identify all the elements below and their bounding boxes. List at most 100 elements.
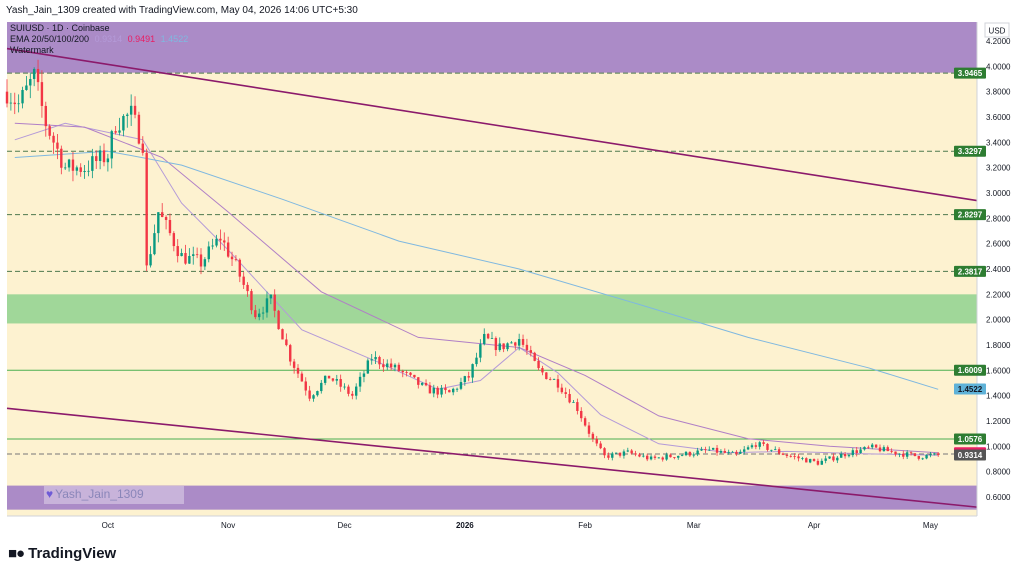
candle-body <box>219 238 222 241</box>
candle-21 <box>87 160 90 177</box>
candle-body <box>401 370 404 373</box>
candle-195 <box>762 440 765 447</box>
candle-88 <box>347 384 350 397</box>
candle-232 <box>905 450 909 459</box>
candle-177 <box>692 452 695 458</box>
candle-body <box>153 233 156 255</box>
candle-body <box>777 449 781 454</box>
candle-body <box>878 447 882 452</box>
trendline-1 <box>6 407 978 508</box>
candle-162 <box>634 450 637 457</box>
candle-40 <box>161 203 164 218</box>
candle-body <box>793 456 796 457</box>
candle-body <box>898 453 901 455</box>
candle-body <box>316 391 319 396</box>
y-tick-label: 3.2000 <box>986 164 1011 173</box>
candle-7 <box>32 67 36 87</box>
candle-body <box>110 131 113 159</box>
candle-body <box>335 379 338 381</box>
candle-body <box>564 392 567 394</box>
candle-body <box>657 457 661 459</box>
ema-line-0 <box>14 122 939 456</box>
candle-body <box>180 253 183 257</box>
candle-93 <box>366 358 370 374</box>
price-badge-4: 1.6009 <box>954 364 986 376</box>
price-badge-3: 2.3817 <box>954 265 986 277</box>
candle-229 <box>894 451 897 457</box>
candle-24 <box>98 145 102 170</box>
candle-body <box>238 259 241 277</box>
candle-body <box>436 387 439 395</box>
candle-body <box>192 254 195 256</box>
candle-30 <box>122 114 125 137</box>
candle-106 <box>417 377 420 389</box>
candle-body <box>781 453 785 455</box>
candle-body <box>913 453 917 457</box>
candle-body <box>428 385 432 394</box>
candle-187 <box>731 450 734 453</box>
candle-body <box>292 361 296 368</box>
candle-body <box>743 449 746 452</box>
candle-238 <box>929 452 932 458</box>
candle-67 <box>265 291 269 318</box>
zone-1 <box>7 294 977 324</box>
candle-body <box>882 447 886 452</box>
candle-225 <box>878 444 882 453</box>
y-tick-label: 2.6000 <box>986 240 1011 249</box>
candle-body <box>812 459 816 461</box>
candle-body <box>867 446 870 448</box>
candle-body <box>122 115 125 131</box>
candle-body <box>622 451 626 456</box>
candle-1 <box>9 92 13 111</box>
candle-202 <box>789 454 792 458</box>
candle-131 <box>514 341 517 350</box>
candle-body <box>188 255 191 264</box>
candle-body <box>486 333 490 339</box>
candle-179 <box>700 446 703 451</box>
y-tick-label: 1.4000 <box>986 392 1011 401</box>
y-tick-label: 2.8000 <box>986 214 1011 223</box>
candle-112 <box>440 385 443 398</box>
candle-81 <box>320 379 323 394</box>
candle-body <box>223 240 226 243</box>
candle-body <box>665 454 668 460</box>
candle-34 <box>137 111 141 145</box>
candle-206 <box>805 457 808 463</box>
candle-170 <box>665 452 668 461</box>
candle-74 <box>292 358 296 374</box>
candle-body <box>413 374 416 378</box>
price-badge-9: 0.9314 <box>954 449 986 461</box>
candle-82 <box>323 375 327 386</box>
candle-126 <box>494 336 498 357</box>
candle-body <box>902 453 905 457</box>
candle-89 <box>351 391 354 400</box>
candle-body <box>351 393 354 396</box>
candle-134 <box>525 338 529 355</box>
x-tick-label: Apr <box>808 521 821 530</box>
candle-118 <box>463 375 467 386</box>
ema-lines <box>14 122 939 456</box>
candle-230 <box>898 453 901 458</box>
candle-body <box>417 377 420 385</box>
tradingview-logo[interactable]: ■● TradingView <box>8 545 116 562</box>
candle-body <box>820 460 823 465</box>
candle-body <box>440 387 443 395</box>
candle-94 <box>370 354 373 365</box>
candle-23 <box>95 150 98 169</box>
candle-27 <box>110 129 113 169</box>
candle-53 <box>211 238 214 250</box>
price-badge-0: 3.9465 <box>954 67 986 79</box>
candle-123 <box>483 328 486 346</box>
candle-body <box>905 452 909 457</box>
candle-192 <box>750 443 754 449</box>
ema-line-1 <box>14 122 939 454</box>
candle-58 <box>230 251 234 267</box>
candle-body <box>184 253 187 264</box>
candlestick-series <box>5 59 940 466</box>
candle-body <box>863 446 866 450</box>
candle-body <box>40 82 44 106</box>
candle-body <box>762 442 765 444</box>
candle-12 <box>52 132 55 154</box>
price-badge-label: 1.0576 <box>958 435 983 444</box>
